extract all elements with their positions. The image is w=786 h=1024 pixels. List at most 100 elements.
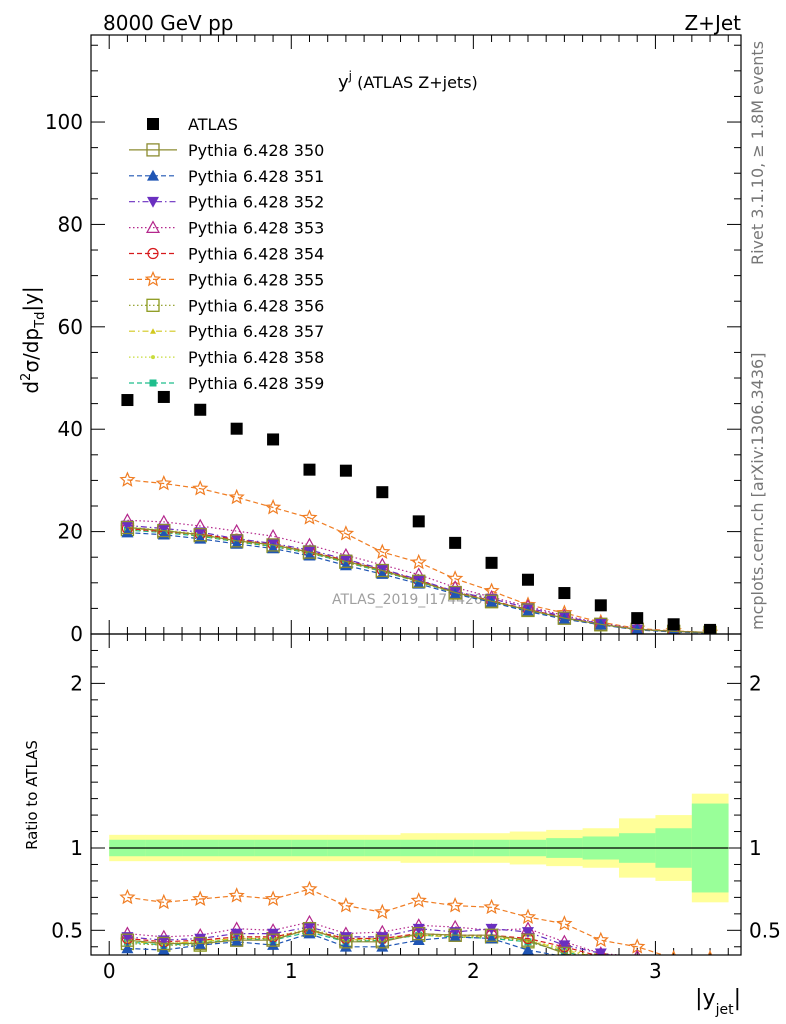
series-point — [339, 554, 353, 568]
legend-entry: Pythia 6.428 358 — [129, 348, 324, 367]
ratio-point — [339, 940, 352, 952]
ratio-point — [230, 933, 244, 947]
legend-entry: Pythia 6.428 359 — [129, 374, 324, 393]
legend-entry: Pythia 6.428 357 — [129, 322, 324, 341]
ratio-point — [704, 967, 716, 979]
atlas-point — [194, 403, 207, 416]
legend-marker — [151, 355, 155, 360]
ratio-point — [668, 961, 680, 972]
ratio-point — [634, 960, 640, 966]
ratio-point — [631, 964, 643, 975]
series-351 — [121, 526, 714, 634]
legend-entry: Pythia 6.428 354 — [129, 245, 324, 264]
ratio-point — [412, 926, 426, 941]
ratio-point — [704, 967, 716, 978]
legend-label: Pythia 6.428 356 — [188, 296, 324, 315]
ratio-point — [635, 961, 639, 965]
legend-entry: Pythia 6.428 351 — [129, 167, 324, 186]
ratio-point — [302, 922, 317, 936]
xlabel-sub: jet — [715, 1002, 735, 1018]
legend-label: Pythia 6.428 352 — [188, 193, 324, 212]
ratio-point — [668, 967, 680, 978]
watermark: ATLAS_2019_I1744201 — [332, 592, 492, 608]
header-left: 8000 GeV pp — [103, 11, 234, 35]
series-point — [230, 534, 244, 548]
legend-marker — [149, 379, 157, 387]
legend-label: Pythia 6.428 353 — [188, 219, 324, 238]
ratio-point — [598, 955, 604, 961]
series-point — [193, 528, 207, 542]
ylabel-main: d — [19, 381, 43, 394]
series-point — [264, 498, 282, 515]
ratio-point — [157, 936, 171, 951]
ratio-point — [376, 932, 389, 943]
series-point — [121, 520, 134, 532]
ratio-point — [557, 946, 572, 955]
ratio-point — [704, 961, 716, 972]
main-plot: 0 20 40 60 80 100 — [45, 34, 742, 646]
ratio-point — [631, 964, 643, 976]
ratio-point — [592, 931, 609, 948]
atlas-point — [230, 422, 243, 435]
series-point — [192, 480, 209, 496]
ratio-series-355 — [119, 880, 713, 955]
atlas-point — [631, 612, 644, 625]
atlas-point — [303, 463, 316, 476]
ratio-point — [668, 965, 680, 976]
ratio-point — [303, 927, 316, 939]
ratio-point — [339, 932, 352, 943]
atlas-point — [704, 623, 717, 634]
ratio-point — [631, 959, 643, 971]
legend-marker — [146, 298, 160, 312]
ratio-bands — [109, 793, 729, 903]
ratio-point — [521, 933, 535, 947]
ratio-point — [521, 927, 534, 938]
ratio-point — [230, 935, 243, 947]
legend-marker — [144, 270, 162, 287]
atlas-data — [121, 390, 717, 634]
ratio-point — [155, 893, 173, 910]
legend: ATLAS Pythia 6.428 350 Pythia 6.428 351 Pyt… — [129, 115, 324, 393]
title-sup: j — [348, 69, 352, 83]
series-point — [594, 617, 608, 631]
ratio-point — [595, 957, 607, 969]
legend-entry: ATLAS — [147, 115, 238, 134]
ratio-y-tick-label-right: 0.5 — [749, 918, 781, 942]
x-tick-label: 2 — [467, 959, 480, 983]
ratio-point — [558, 940, 571, 952]
series-point — [448, 585, 462, 600]
ratio-point — [339, 935, 353, 949]
ratio-point — [707, 965, 714, 972]
ylabel-sup: 2 — [19, 373, 34, 381]
series-point — [484, 594, 499, 608]
ratio-point — [228, 887, 245, 903]
legend-marker — [150, 328, 156, 334]
series-point — [302, 545, 317, 559]
ratio-line — [127, 926, 614, 955]
legend-marker — [147, 118, 159, 130]
mcplots-label: mcplots.cern.ch [arXiv:1306.3436] — [748, 353, 767, 630]
series-line — [127, 526, 711, 634]
ratio-point — [266, 933, 280, 947]
series-point — [557, 611, 572, 625]
legend-entry: Pythia 6.428 353 — [129, 219, 324, 238]
rivet-label: Rivet 3.1.10, ≥ 1.8M events — [748, 41, 767, 265]
ratio-point — [670, 965, 677, 972]
series-point — [194, 527, 207, 539]
ratio-point — [631, 955, 643, 966]
ratio-line — [127, 928, 573, 955]
ratio-series — [119, 880, 716, 979]
ratio-point — [376, 940, 389, 952]
series-point — [375, 563, 389, 578]
ratio-line — [127, 929, 598, 955]
legend-label: Pythia 6.428 351 — [188, 167, 324, 186]
series-line — [127, 519, 711, 634]
ratio-point — [301, 880, 318, 897]
xlabel: |yjet| — [695, 986, 741, 1018]
atlas-point — [267, 433, 280, 446]
ratio-point — [671, 965, 677, 971]
atlas-point — [558, 587, 571, 600]
legend-label: Pythia 6.428 355 — [188, 270, 324, 289]
ylabel-sub: Td — [33, 312, 48, 329]
